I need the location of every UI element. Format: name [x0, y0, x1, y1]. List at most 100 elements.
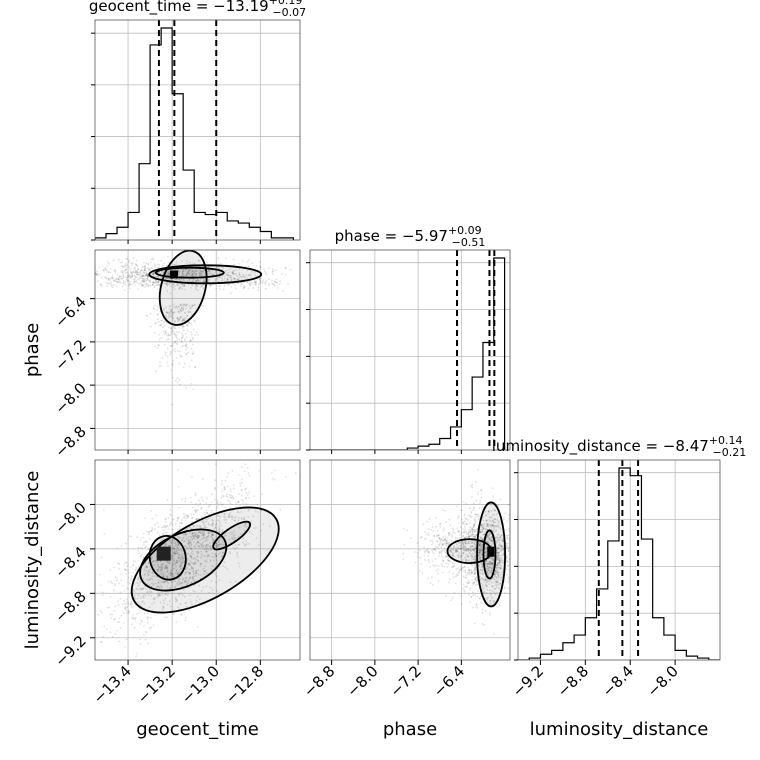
sample-point — [142, 274, 144, 277]
sample-point — [497, 523, 500, 525]
sample-point — [175, 552, 178, 555]
sample-point — [212, 523, 215, 525]
sample-point — [485, 564, 488, 567]
sample-point — [164, 542, 167, 545]
sample-point — [182, 308, 185, 311]
sample-point — [480, 562, 483, 564]
sample-point — [498, 582, 501, 585]
sample-point — [469, 540, 472, 543]
sample-point — [262, 279, 265, 281]
sample-point — [225, 272, 228, 275]
sample-point — [486, 570, 489, 573]
sample-point — [226, 493, 228, 496]
sample-point — [497, 571, 499, 574]
sample-point — [469, 548, 472, 551]
sample-point — [480, 577, 482, 580]
sample-point — [189, 553, 192, 556]
sample-point — [461, 521, 464, 524]
sample-point — [147, 572, 149, 575]
sample-point — [467, 555, 470, 558]
sample-point — [481, 523, 483, 525]
histogram-step-geocent_time — [95, 27, 294, 240]
sample-point — [489, 532, 492, 535]
sample-point — [134, 270, 137, 272]
sample-point — [208, 271, 211, 274]
sample-point — [123, 568, 126, 571]
sample-point — [212, 539, 214, 542]
sample-point — [481, 565, 483, 567]
sample-point — [215, 266, 218, 269]
sample-point — [199, 562, 202, 565]
sample-point — [202, 537, 204, 540]
sample-point — [147, 283, 150, 286]
sample-point — [473, 566, 476, 569]
sample-point — [264, 272, 267, 275]
sample-point — [157, 592, 160, 594]
sample-point — [491, 559, 494, 561]
sample-point — [198, 545, 201, 548]
sample-point — [499, 520, 502, 523]
sample-point — [201, 541, 204, 544]
sample-point — [173, 563, 176, 566]
sample-point — [144, 275, 147, 278]
sample-point — [435, 516, 437, 519]
sample-point — [151, 556, 153, 559]
sample-point — [222, 288, 225, 291]
sample-point — [429, 582, 432, 584]
sample-point — [485, 522, 488, 525]
sample-point — [228, 500, 231, 503]
sample-point — [483, 591, 486, 593]
sample-point — [259, 282, 261, 284]
sample-point — [170, 549, 173, 551]
sample-point — [124, 262, 127, 265]
sample-point — [196, 518, 199, 520]
sample-point — [175, 336, 178, 339]
sample-point — [449, 578, 451, 580]
sample-point — [189, 577, 192, 579]
sample-point — [180, 304, 182, 307]
sample-point — [507, 550, 510, 553]
sample-point — [496, 605, 499, 608]
sample-point — [192, 532, 194, 535]
sample-point — [227, 268, 230, 271]
sample-point — [174, 285, 176, 287]
sample-point — [494, 530, 497, 533]
sample-point — [473, 519, 476, 521]
sample-point — [158, 587, 161, 590]
sample-point — [145, 566, 148, 569]
sample-point — [136, 265, 139, 268]
sample-point — [126, 258, 129, 260]
sample-point — [113, 269, 116, 272]
sample-point — [110, 617, 113, 619]
sample-point — [507, 549, 510, 552]
sample-point — [461, 546, 464, 549]
sample-point — [234, 283, 236, 286]
sample-point — [143, 286, 146, 288]
sample-point — [130, 262, 133, 265]
sample-point — [247, 524, 250, 526]
sample-point — [139, 638, 142, 641]
sample-point — [229, 550, 232, 553]
sample-point — [180, 341, 183, 343]
sample-point — [491, 524, 494, 527]
sample-point — [437, 534, 440, 536]
sample-point — [202, 567, 205, 570]
sample-point — [470, 516, 473, 519]
sample-point — [115, 277, 118, 280]
sample-point — [120, 277, 123, 280]
sample-point — [166, 277, 169, 280]
sample-point — [439, 523, 441, 526]
sample-point — [107, 271, 110, 274]
sample-point — [466, 585, 469, 587]
sample-point — [144, 573, 147, 576]
sample-point — [467, 514, 470, 517]
sample-point — [497, 566, 500, 569]
sample-point — [460, 594, 463, 597]
sample-point — [423, 538, 426, 541]
sample-point — [137, 273, 140, 276]
sample-point — [212, 559, 215, 562]
sample-point — [484, 609, 487, 612]
sample-point — [230, 533, 233, 536]
sample-point — [193, 575, 196, 578]
sample-point — [475, 579, 478, 582]
